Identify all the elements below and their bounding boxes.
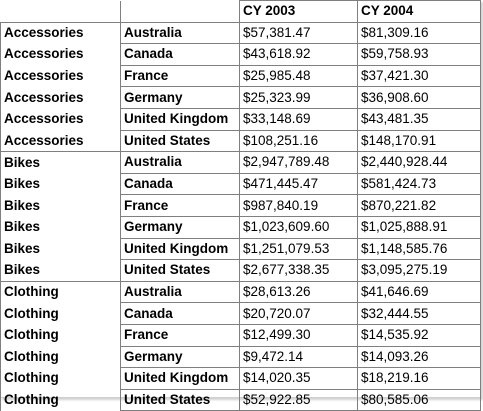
cy2004-cell: $59,758.93 (357, 43, 481, 66)
cy2004-cell: $43,481.35 (357, 107, 481, 131)
country-cell: France (120, 323, 240, 347)
cy2003-cell: $14,020.35 (239, 367, 358, 390)
table-row: Bikes France $987,840.19 $870,221.82 (0, 194, 481, 217)
country-cell: France (120, 194, 240, 217)
header-row: CY 2003 CY 2004 (0, 0, 481, 23)
cy2003-cell: $33,148.69 (239, 107, 358, 131)
cy2004-cell: $81,309.16 (357, 21, 481, 45)
cy2003-cell: $2,677,338.35 (239, 259, 358, 282)
table-row: Accessories Australia $57,381.47 $81,309.16 (0, 21, 481, 45)
cy2004-cell: $37,421.30 (357, 64, 481, 88)
table-row: Accessories Canada $43,618.92 $59,758.93 (0, 43, 481, 66)
table-row: Accessories United States $108,251.16 $148,… (0, 129, 481, 153)
cy2004-cell: $2,440,928.44 (357, 151, 481, 174)
table-row: Bikes Germany $1,023,609.60 $1,025,888.91 (0, 215, 481, 239)
cy2003-cell: $108,251.16 (239, 129, 358, 153)
category-cell: Clothing (0, 324, 121, 346)
category-cell: Clothing (0, 302, 121, 325)
table-body: Accessories Australia $57,381.47 $81,309.16… (0, 21, 481, 411)
table-row: Clothing France $12,499.30 $14,535.92 (0, 323, 481, 347)
category-cell: Clothing (0, 367, 121, 390)
table-row: Clothing United States $52,922.85 $80,585.0… (0, 388, 481, 411)
country-cell: United Kingdom (120, 237, 240, 261)
cy2003-cell: $987,840.19 (239, 194, 358, 217)
table-row: Bikes Australia $2,947,789.48 $2,440,928.44 (0, 151, 481, 174)
category-cell: Accessories (0, 21, 121, 44)
table-row: Bikes United States $2,677,338.35 $3,095,27… (0, 259, 481, 282)
country-cell: Australia (120, 280, 240, 304)
country-cell: United States (120, 129, 240, 153)
cy2004-cell: $14,093.26 (357, 345, 481, 369)
category-cell: Accessories (0, 108, 121, 131)
cy2004-cell: $870,221.82 (357, 194, 481, 217)
category-cell: Bikes (0, 173, 121, 195)
cy2004-cell: $18,219.16 (357, 367, 481, 390)
cy2003-cell: $25,323.99 (239, 86, 358, 109)
country-cell: Australia (120, 151, 240, 174)
cy2003-cell: $2,947,789.48 (239, 151, 358, 174)
country-cell: Canada (120, 172, 240, 196)
category-cell: Clothing (0, 389, 121, 411)
table-row: Clothing Germany $9,472.14 $14,093.26 (0, 345, 481, 369)
country-cell: Germany (120, 215, 240, 239)
country-cell: United States (120, 388, 240, 411)
country-cell: United Kingdom (120, 107, 240, 131)
category-cell: Accessories (0, 43, 121, 66)
cy2004-cell: $3,095,275.19 (357, 259, 481, 282)
table-row: Clothing United Kingdom $14,020.35 $18,219.… (0, 367, 481, 390)
category-cell: Bikes (0, 238, 121, 260)
category-cell: Accessories (0, 130, 121, 152)
cy2003-cell: $43,618.92 (239, 43, 358, 66)
cy2004-cell: $1,148,585.76 (357, 237, 481, 261)
cy2004-cell: $14,535.92 (357, 323, 481, 347)
country-cell: Australia (120, 21, 240, 45)
cy2003-cell: $1,251,079.53 (239, 237, 358, 261)
country-cell: France (120, 64, 240, 88)
table-row: Accessories France $25,985.48 $37,421.30 (0, 64, 481, 88)
country-cell: Germany (120, 86, 240, 109)
cy2003-cell: $57,381.47 (239, 21, 358, 45)
cy2003-cell: $28,613.26 (239, 280, 358, 304)
cy2004-cell: $41,646.69 (357, 280, 481, 304)
cy2004-cell: $36,908.60 (357, 86, 481, 109)
cy2004-cell: $32,444.55 (357, 302, 481, 325)
cy2004-cell: $581,424.73 (357, 172, 481, 196)
cy2003-cell: $25,985.48 (239, 64, 358, 88)
header-blank-country (120, 0, 240, 23)
table-row: Bikes United Kingdom $1,251,079.53 $1,148,5… (0, 237, 481, 261)
cy2003-cell: $1,023,609.60 (239, 215, 358, 239)
table-row: Clothing Australia $28,613.26 $41,646.69 (0, 280, 481, 304)
country-cell: Germany (120, 345, 240, 369)
country-cell: Canada (120, 302, 240, 325)
table-row: Clothing Canada $20,720.07 $32,444.55 (0, 302, 481, 325)
country-cell: United Kingdom (120, 367, 240, 390)
cy2004-cell: $80,585.06 (357, 388, 481, 411)
header-cy2003: CY 2003 (239, 0, 358, 23)
category-cell: Accessories (0, 65, 121, 87)
category-cell: Bikes (0, 194, 121, 217)
cy2003-cell: $471,445.47 (239, 172, 358, 196)
table-row: Accessories United Kingdom $33,148.69 $43,4… (0, 107, 481, 131)
cy2003-cell: $12,499.30 (239, 323, 358, 347)
category-cell: Bikes (0, 216, 121, 239)
cy2004-cell: $148,170.91 (357, 129, 481, 153)
category-cell: Clothing (0, 280, 121, 303)
header-cy2004: CY 2004 (357, 0, 481, 23)
category-cell: Clothing (0, 346, 121, 368)
cy2003-cell: $9,472.14 (239, 345, 358, 369)
category-cell: Accessories (0, 86, 121, 109)
header-blank-category (0, 0, 121, 23)
country-cell: Canada (120, 43, 240, 66)
table-row: Accessories Germany $25,323.99 $36,908.60 (0, 86, 481, 109)
cy2003-cell: $20,720.07 (239, 302, 358, 325)
cy2003-cell: $52,922.85 (239, 388, 358, 411)
country-cell: United States (120, 259, 240, 282)
table-row: Bikes Canada $471,445.47 $581,424.73 (0, 172, 481, 196)
category-cell: Bikes (0, 151, 121, 174)
category-cell: Bikes (0, 259, 121, 282)
cy2004-cell: $1,025,888.91 (357, 215, 481, 239)
